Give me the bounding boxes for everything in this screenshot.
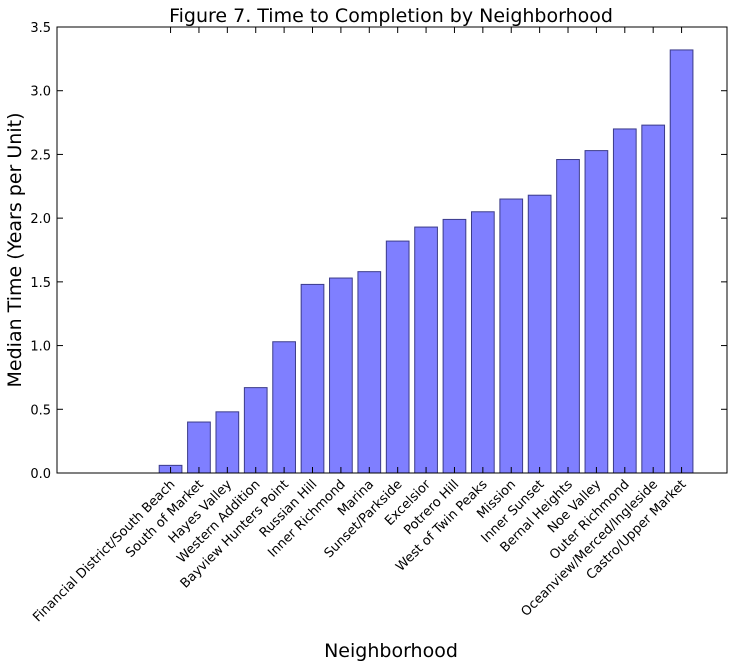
bar-18 — [669, 49, 694, 474]
y-tick-label-5: 2.5 — [30, 148, 51, 163]
bar-13 — [527, 194, 552, 474]
bar-6 — [329, 277, 353, 474]
chart-title: Figure 7. Time to Completion by Neighbor… — [169, 5, 613, 27]
bar-3 — [243, 387, 268, 474]
y-tick-label-4: 2.0 — [30, 212, 51, 227]
bar-10 — [442, 218, 467, 474]
y-axis-label: Median Time (Years per Unit) — [4, 113, 26, 388]
y-tick-label-0: 0.0 — [30, 467, 51, 482]
bars-group — [158, 49, 694, 474]
bar-9 — [414, 226, 438, 474]
bar-5 — [300, 283, 325, 474]
bar-11 — [470, 211, 495, 474]
bar-14 — [556, 159, 580, 474]
y-tick-label-6: 3.0 — [30, 85, 51, 100]
bar-1 — [187, 421, 211, 474]
bar-12 — [499, 198, 524, 474]
bar-4 — [272, 341, 296, 474]
y-tick-label-2: 1.0 — [30, 340, 51, 355]
bar-15 — [584, 150, 609, 474]
x-axis-label: Neighborhood — [324, 640, 458, 662]
plot-frame — [56, 26, 728, 474]
bar-16 — [612, 128, 637, 474]
y-tick-label-3: 1.5 — [30, 276, 51, 291]
bar-8 — [385, 240, 410, 474]
y-ticks-group: 0.0 0.5 1.0 1.5 2.0 2.5 3.0 3.5 — [30, 21, 727, 482]
bar-2 — [215, 411, 240, 474]
bar-7 — [357, 271, 382, 474]
bar-17 — [641, 124, 666, 474]
y-tick-label-1: 0.5 — [30, 403, 51, 418]
y-tick-label-7: 3.5 — [30, 21, 51, 36]
x-tick-label-0: Financial District/South Beach — [30, 477, 178, 625]
